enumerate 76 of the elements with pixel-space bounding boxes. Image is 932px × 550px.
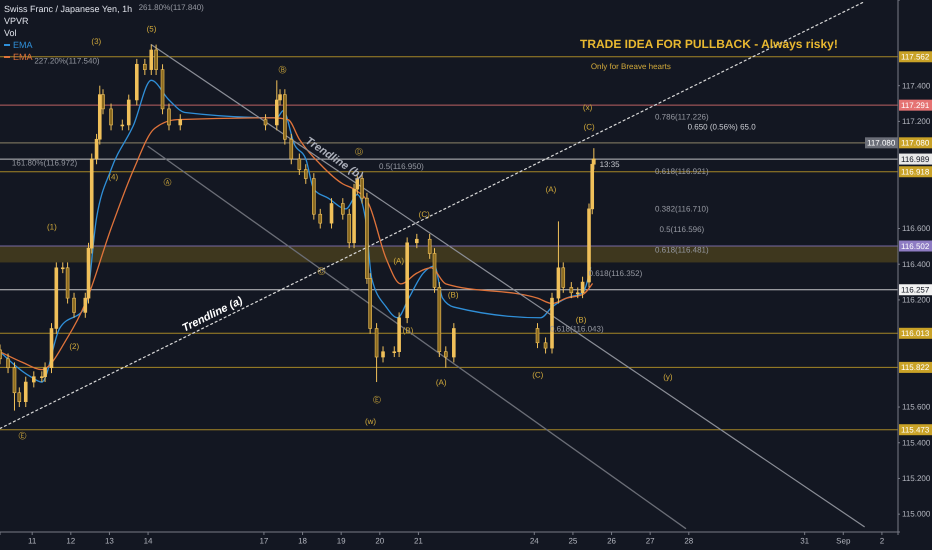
- annotation: (4): [108, 172, 119, 182]
- ref-line-label: 116.918: [901, 168, 930, 177]
- y-tick-label: 117.400: [902, 81, 931, 90]
- x-tick-label: 27: [646, 536, 656, 546]
- annotation: Ⓑ: [278, 65, 286, 74]
- x-tick-label: 28: [684, 536, 694, 546]
- x-tick-label: 12: [66, 536, 76, 546]
- x-tick-label: 24: [530, 536, 540, 546]
- x-tick-label: 11: [28, 536, 37, 546]
- annotation: 161.80%(116.972): [12, 158, 78, 168]
- annotation: (A): [436, 378, 447, 387]
- annotation: Ⓔ: [373, 396, 382, 405]
- ref-line-label: 117.080: [901, 138, 930, 148]
- annotation: (B): [448, 290, 459, 300]
- annotation: (x): [582, 102, 593, 112]
- annotation: 227.20%(117.540): [34, 56, 100, 66]
- x-tick-label: 26: [607, 536, 617, 546]
- annotation: Ⓔ: [18, 431, 27, 440]
- annotation: 0.650 (0.56%) 65.0: [688, 122, 756, 132]
- annotation: 0.5(116.596): [659, 225, 705, 234]
- x-tick-label: Sep: [836, 536, 851, 546]
- x-tick-label: 21: [414, 536, 424, 546]
- annotation: (y): [663, 372, 673, 382]
- annotation: (C): [532, 370, 544, 380]
- annotation: 0.618(116.481): [655, 246, 710, 255]
- annotation: (B): [402, 326, 414, 336]
- ref-line-label: 115.822: [901, 363, 930, 372]
- legend-label: EMA: [13, 40, 33, 50]
- x-tick-label: 25: [568, 536, 578, 546]
- x-tick-label: 31: [800, 536, 810, 546]
- annotation: (C): [418, 210, 430, 220]
- annotation: Ⓓ: [354, 148, 363, 157]
- annotation: 13:35: [600, 160, 620, 170]
- annotation: Vol: [4, 28, 17, 38]
- y-tick-label: 116.200: [902, 295, 931, 304]
- ref-line-label: 117.291: [901, 100, 930, 110]
- ref-line-label: 116.013: [901, 329, 930, 338]
- text: TRADE IDEA FOR PULLBACK - Always risky!: [580, 37, 838, 51]
- ref-line-label: 116.989: [901, 154, 930, 164]
- annotation: Ⓐ: [163, 178, 172, 187]
- ref-line-label: 117.080: [867, 138, 896, 148]
- annotation: (3): [91, 36, 102, 46]
- annotation: (C): [584, 122, 596, 132]
- x-tick-label: 17: [259, 536, 269, 546]
- x-tick-label: 14: [144, 536, 154, 546]
- y-tick-label: 115.200: [902, 474, 931, 484]
- y-tick-label: 116.600: [902, 224, 931, 234]
- x-tick-label: 20: [375, 536, 385, 546]
- annotation: 0.5(116.950): [379, 162, 424, 171]
- annotation: Only for Breave hearts: [590, 62, 671, 71]
- annotation: (5): [146, 24, 157, 34]
- annotation: (A): [546, 185, 557, 194]
- y-tick-label: 116.400: [902, 260, 931, 269]
- y-tick-label: 117.200: [902, 116, 931, 126]
- y-tick-label: 115.000: [902, 510, 931, 519]
- annotation: 0.382(116.710): [655, 204, 710, 214]
- annotation: Ⓒ: [317, 267, 326, 276]
- annotation: (B): [576, 315, 587, 324]
- annotation: 0.786(117.226): [655, 112, 710, 122]
- x-tick-label: 18: [298, 536, 308, 546]
- y-tick-label: 115.600: [902, 402, 931, 412]
- annotation: 261.80%(117.840): [138, 2, 204, 12]
- x-tick-label: 2: [880, 536, 885, 546]
- ref-line-label: 117.562: [901, 52, 930, 62]
- text: Swiss Franc / Japanese Yen, 1h: [4, 4, 132, 14]
- ref-line-label: 116.502: [901, 242, 930, 251]
- annotation: (1): [46, 222, 58, 232]
- x-tick-label: 19: [336, 536, 346, 546]
- x-tick-label: 13: [104, 536, 114, 546]
- annotation: (2): [69, 342, 80, 352]
- annotation: (w): [364, 417, 376, 426]
- y-tick-label: 115.400: [902, 438, 931, 448]
- annotation: VPVR: [4, 16, 30, 26]
- ref-line-label: 115.473: [901, 426, 930, 435]
- ref-line-label: 116.257: [901, 286, 930, 295]
- annotation: (A): [393, 256, 404, 266]
